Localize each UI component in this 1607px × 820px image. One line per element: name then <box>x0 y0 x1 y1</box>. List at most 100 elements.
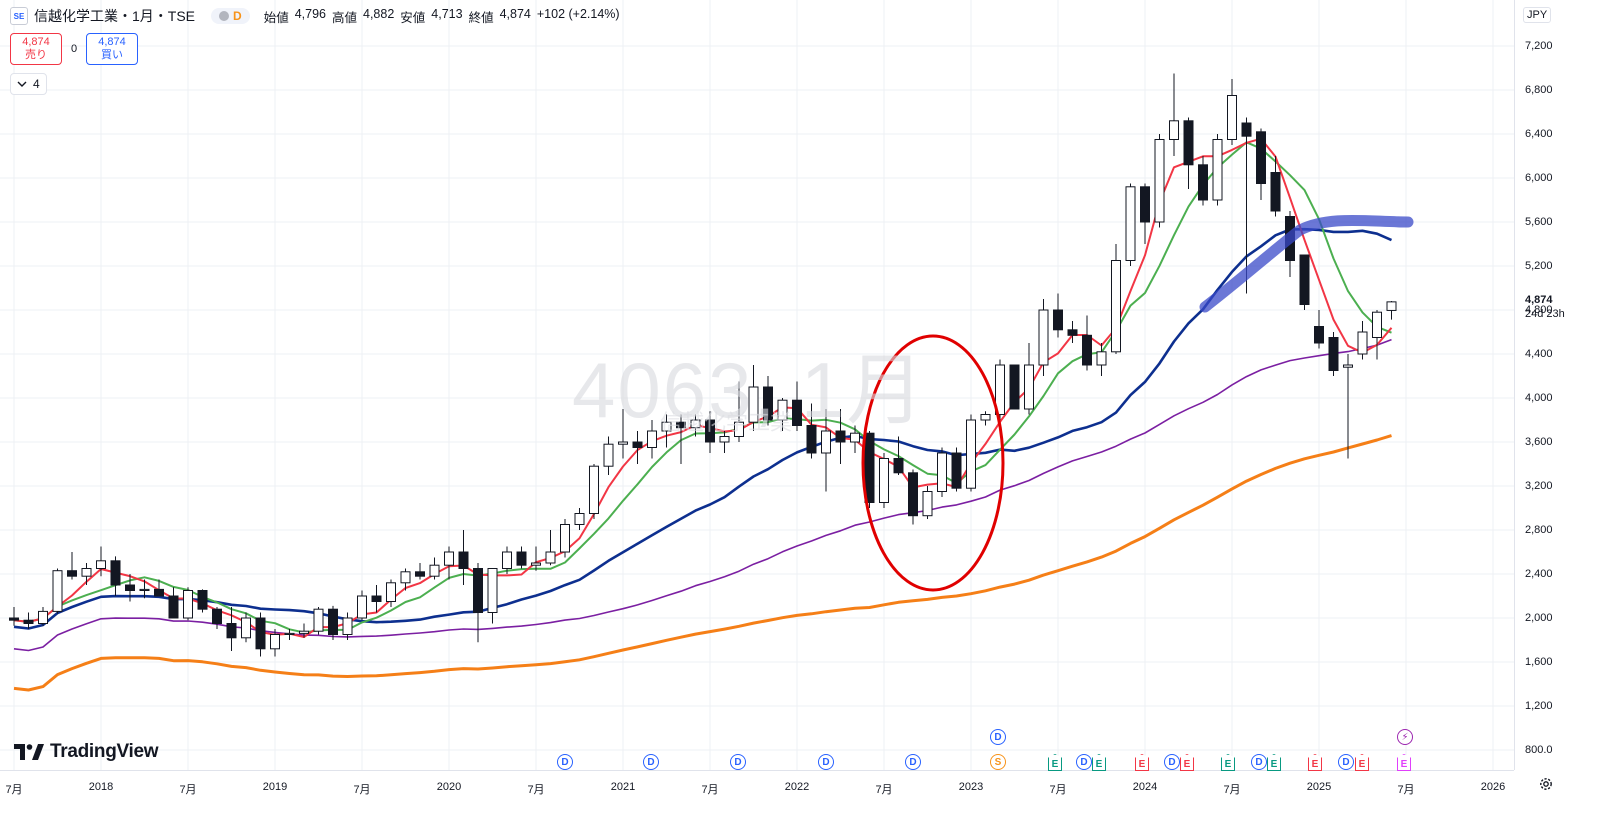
currency-label[interactable]: JPY <box>1523 7 1552 23</box>
chart-pane[interactable] <box>0 0 1514 770</box>
earnings-event-marker[interactable]: E <box>1397 754 1411 771</box>
candle-down <box>893 458 904 474</box>
price-tick-label: 2,400 <box>1525 568 1553 580</box>
candle-up <box>937 452 947 492</box>
candle-up <box>879 458 889 503</box>
time-tick-label: 7月 <box>875 784 893 796</box>
time-tick-label: 2021 <box>610 781 636 793</box>
candle-up <box>1343 364 1353 368</box>
earnings-event-marker[interactable]: E <box>1221 754 1235 771</box>
dividend-event-marker[interactable]: D <box>1164 754 1180 770</box>
sell-label: 売り <box>25 49 47 61</box>
candle-up <box>81 568 92 577</box>
price-tick-label: 2,000 <box>1525 612 1553 624</box>
candle-down <box>1053 309 1063 331</box>
price-tick-label: 3,600 <box>1525 436 1553 448</box>
candle-down <box>516 551 527 566</box>
dividend-event-marker[interactable]: D <box>643 754 659 770</box>
candle-down <box>23 619 34 625</box>
candle-up <box>690 419 701 429</box>
indicators-toggle[interactable]: 4 <box>10 73 47 95</box>
candle-down <box>908 472 918 517</box>
symbol-watermark: 4063, 1月 <box>572 346 927 434</box>
earnings-event-marker[interactable]: E <box>1135 754 1149 771</box>
earnings-event-marker[interactable]: E <box>1048 754 1062 771</box>
candle-up <box>560 524 570 553</box>
candle-up <box>357 595 367 619</box>
news-event-marker[interactable]: ⚡ <box>1397 729 1413 745</box>
candle-up <box>270 634 280 650</box>
indicator-count: 4 <box>33 77 40 91</box>
buy-price: 4,874 <box>98 36 126 48</box>
earnings-event-marker[interactable]: E <box>1092 754 1106 771</box>
earnings-event-marker[interactable]: E <box>1267 754 1281 771</box>
candle-down <box>125 584 135 591</box>
buy-button[interactable]: 4,874 買い <box>86 33 138 65</box>
candle-up <box>400 571 411 584</box>
candle-up <box>850 432 860 443</box>
dividend-event-marker[interactable]: D <box>557 754 573 770</box>
market-status-pill[interactable]: D <box>211 8 250 24</box>
candle-up <box>429 564 440 577</box>
chevron-down-icon <box>17 81 27 87</box>
close-value: 4,874 <box>499 6 531 21</box>
candle-up <box>502 551 512 569</box>
candle-down <box>255 617 266 650</box>
candle-down <box>1082 334 1092 366</box>
candle-up <box>52 570 63 612</box>
time-tick-label: 2024 <box>1132 781 1158 793</box>
sell-button[interactable]: 4,874 売り <box>10 33 62 65</box>
candle-down <box>864 432 875 504</box>
time-tick-label: 2022 <box>784 781 810 793</box>
price-tick-label: 800.0 <box>1525 744 1553 756</box>
earnings-event-marker[interactable]: E <box>1355 754 1369 771</box>
high-label: 高値 <box>331 10 357 25</box>
candle-down <box>1314 326 1324 344</box>
tradingview-logo[interactable]: TradingView <box>14 741 159 763</box>
candle-up <box>980 414 991 421</box>
dividend-event-marker[interactable]: D <box>818 754 834 770</box>
time-tick-label: 2023 <box>958 781 984 793</box>
candle-up <box>618 441 628 445</box>
ma-blue-line <box>13 227 1393 630</box>
candle-up <box>1357 331 1368 355</box>
dividend-event-marker[interactable]: D <box>990 729 1006 745</box>
candle-down <box>212 608 222 625</box>
candle-up <box>1024 364 1034 410</box>
earnings-event-marker[interactable]: E <box>1308 754 1322 771</box>
earnings-event-marker[interactable]: E <box>1180 754 1194 771</box>
candle-down <box>1270 172 1281 212</box>
price-axis[interactable]: JPY 7,200 6,800 6,400 6,000 5,600 5,200 4,800 4… <box>1514 0 1607 770</box>
price-tick-label: 4,400 <box>1525 348 1553 360</box>
candle-up <box>299 630 309 634</box>
candle-up <box>386 582 396 602</box>
candle-up <box>821 430 831 454</box>
dividend-event-marker[interactable]: D <box>730 754 746 770</box>
price-tick-label: 7,200 <box>1525 40 1553 52</box>
price-tick-label: 5,600 <box>1525 216 1553 228</box>
time-axis[interactable]: 7月 2018 7月 2019 7月 2020 7月 2021 7月 2022 7月 2023 7月 20… <box>0 770 1514 801</box>
candle-up <box>487 568 498 613</box>
candle-down <box>154 588 164 597</box>
symbol-title[interactable]: 信越化学工業・1月・TSE <box>34 8 196 24</box>
symbol-legend: SE 信越化学工業・1月・TSE D 始値 4,796 高値 4,882 安値 4,7… <box>10 4 620 28</box>
candle-up <box>1169 120 1179 141</box>
settings-gear-icon[interactable] <box>1538 776 1554 792</box>
time-tick-label: 7月 <box>527 784 545 796</box>
candle-down <box>458 551 469 569</box>
candle-down <box>9 617 19 621</box>
candle-up <box>574 513 585 525</box>
open-label: 始値 <box>263 10 289 25</box>
dividend-event-marker[interactable]: D <box>905 754 921 770</box>
time-tick-label: 7月 <box>353 784 371 796</box>
dividend-event-marker[interactable]: D <box>1338 754 1354 770</box>
candle-down <box>226 623 237 639</box>
bar-countdown: 24d 23h <box>1525 307 1565 320</box>
candle-up <box>1227 95 1237 140</box>
split-event-marker[interactable]: S <box>990 754 1006 770</box>
candle-down <box>806 425 817 454</box>
candle-up <box>1372 311 1382 339</box>
dividend-event-marker[interactable]: D <box>1076 754 1092 770</box>
candle-up <box>241 617 251 639</box>
dividend-event-marker[interactable]: D <box>1251 754 1267 770</box>
